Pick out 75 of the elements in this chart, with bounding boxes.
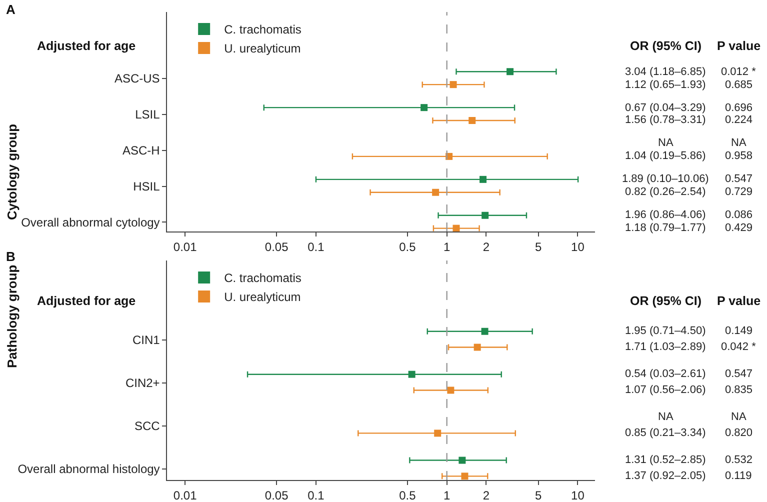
y-axis-title: Pathology group <box>4 264 20 368</box>
y-tick-label: Overall abnormal histology <box>18 462 160 476</box>
text: 0.820 <box>725 427 753 439</box>
x-tick-label: 1 <box>444 488 450 502</box>
text: 0.429 <box>725 222 753 234</box>
text: 0.547 <box>725 368 753 380</box>
text: 0.119 <box>725 470 752 482</box>
text: P value <box>717 294 761 308</box>
text: 0.224 <box>725 114 753 126</box>
text: 1.18 (0.79–1.77) <box>625 222 706 234</box>
y-tick-label: ASC-H <box>122 144 160 158</box>
text: 1.04 (0.19–5.86) <box>625 150 706 162</box>
text: 1.31 (0.52–2.85) <box>625 454 706 466</box>
text: 1.37 (0.92–2.05) <box>625 470 706 482</box>
text: A <box>6 2 16 17</box>
x-tick-label: 0.1 <box>308 488 325 502</box>
text: NA <box>731 137 747 149</box>
text: 0.012 * <box>721 66 757 78</box>
x-tick-label: 2 <box>482 488 490 502</box>
y-tick-label: HSIL <box>133 179 160 194</box>
text: NA <box>658 411 674 423</box>
x-tick-label: 0.05 <box>264 488 289 502</box>
text: NA <box>658 137 674 149</box>
legend-label: C. trachomatis <box>224 271 302 286</box>
x-tick-label: 2 <box>482 240 490 254</box>
text: B <box>6 249 16 264</box>
text: 1.07 (0.56–2.06) <box>625 384 706 396</box>
text: 0.82 (0.26–2.54) <box>625 186 706 198</box>
text: 3.04 (1.18–6.85) <box>625 66 706 78</box>
text: 0.54 (0.03–2.61) <box>625 368 706 380</box>
text: 0.532 <box>725 454 753 466</box>
text: 1.71 (1.03–2.89) <box>625 341 706 353</box>
x-tick-label: 5 <box>534 488 542 502</box>
legend-label: C. trachomatis <box>224 22 302 37</box>
text: OR (95% CI) <box>630 294 702 308</box>
text: 0.85 (0.21–3.34) <box>625 427 706 439</box>
x-tick-label: 5 <box>534 240 542 254</box>
text: 0.67 (0.04–3.29) <box>625 102 706 114</box>
x-tick-label: 0.5 <box>399 240 416 254</box>
text: 0.547 <box>725 173 753 185</box>
text: 0.835 <box>725 384 753 396</box>
y-tick-label: LSIL <box>135 108 160 122</box>
text: OR (95% CI) <box>630 39 702 53</box>
text: 0.696 <box>725 102 753 114</box>
text: NA <box>731 411 747 423</box>
text: Adjusted for age <box>37 39 136 53</box>
y-tick-label: SCC <box>134 419 160 434</box>
x-tick-label: 10 <box>571 488 585 502</box>
text: 1.96 (0.86–4.06) <box>625 209 706 221</box>
x-tick-label: 0.5 <box>399 488 416 502</box>
x-tick-label: 0.05 <box>264 240 289 254</box>
text: 0.958 <box>725 150 753 162</box>
text: 1.95 (0.71–4.50) <box>625 325 706 337</box>
text: P value <box>717 39 761 53</box>
y-tick-label: CIN2+ <box>125 376 160 390</box>
y-tick-label: ASC-US <box>114 72 160 86</box>
x-tick-label: 0.1 <box>308 240 325 254</box>
text: 1.12 (0.65–1.93) <box>625 79 706 91</box>
text: 0.149 <box>725 325 753 337</box>
x-tick-label: 1 <box>444 240 450 254</box>
text: 1.56 (0.78–3.31) <box>625 114 706 126</box>
y-tick-label: Overall abnormal cytology <box>21 215 160 230</box>
y-tick-label: CIN1 <box>132 333 160 348</box>
x-tick-label: 10 <box>571 240 585 254</box>
x-tick-label: 0.01 <box>173 240 198 254</box>
text: 0.086 <box>725 209 753 221</box>
legend-label: U. urealyticum <box>224 42 301 56</box>
text: 0.042 * <box>721 341 757 353</box>
x-tick-label: 0.01 <box>173 488 198 502</box>
text: 1.89 (0.10–10.06) <box>622 173 709 185</box>
legend-label: U. urealyticum <box>224 290 301 304</box>
text: 0.685 <box>725 79 753 91</box>
y-axis-title: Cytology group <box>4 124 20 220</box>
text: Adjusted for age <box>37 294 136 308</box>
text: 0.729 <box>725 186 753 198</box>
